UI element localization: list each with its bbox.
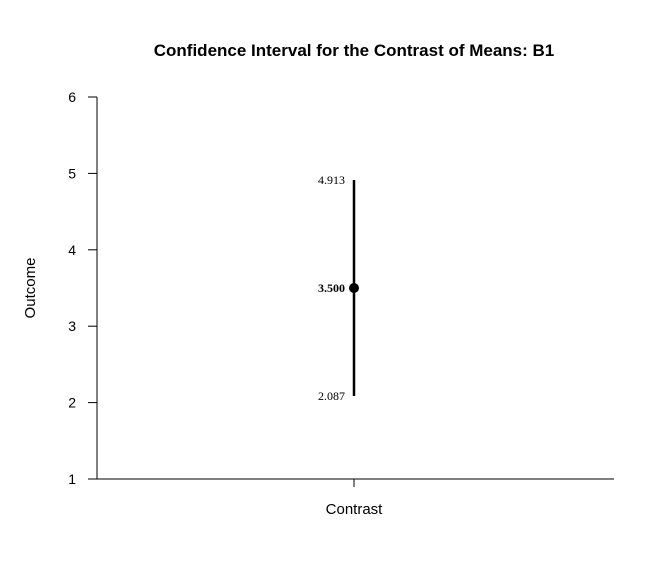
y-axis-label: Outcome <box>22 258 39 319</box>
y-tick-label: 3 <box>68 318 76 334</box>
y-ticks: 1 2 3 4 5 6 <box>68 89 97 487</box>
y-tick-label: 6 <box>68 89 76 105</box>
upper-bound-label: 4.913 <box>318 173 345 187</box>
lower-bound-label: 2.087 <box>318 389 345 403</box>
y-tick-label: 2 <box>68 395 76 411</box>
point-estimate <box>349 283 359 293</box>
chart-marks: 4.913 3.500 2.087 <box>318 173 359 487</box>
y-tick-label: 4 <box>68 242 76 258</box>
y-tick-label: 5 <box>68 165 76 181</box>
x-axis-label: Contrast <box>326 501 384 518</box>
chart-title: Confidence Interval for the Contrast of … <box>154 41 555 60</box>
y-tick-label: 1 <box>68 471 76 487</box>
estimate-label: 3.500 <box>318 281 345 295</box>
